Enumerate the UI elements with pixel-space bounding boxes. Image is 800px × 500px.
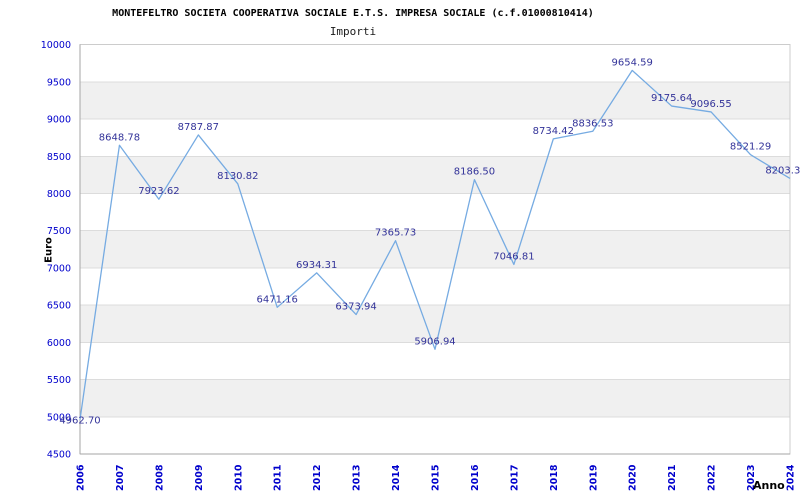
x-axis-tick-label: 2007: [115, 465, 126, 491]
grid-band: [80, 305, 790, 343]
x-axis-tick-label: 2016: [470, 464, 481, 491]
data-point-label: 8648.78: [99, 132, 140, 143]
x-axis-tick-label: 2022: [707, 465, 718, 491]
x-axis-tick-label: 2006: [76, 464, 87, 491]
x-axis-tick-label: 2013: [352, 465, 363, 491]
x-axis-title: Anno: [753, 479, 785, 492]
y-axis-tick-label: 6500: [47, 301, 71, 312]
data-point-label: 7046.81: [493, 251, 534, 262]
grid-band: [80, 156, 790, 194]
x-axis-tick-label: 2011: [273, 465, 284, 491]
x-axis-tick-label: 2017: [509, 465, 520, 491]
x-axis-tick-label: 2010: [233, 464, 244, 491]
x-axis-tick-label: 2021: [667, 465, 678, 491]
y-axis-tick-label: 9000: [47, 115, 71, 126]
y-axis-tick-label: 8000: [47, 189, 71, 200]
y-axis-tick-label: 7500: [47, 226, 71, 237]
x-axis-tick-label: 2020: [628, 464, 639, 491]
x-axis-tick-label: 2015: [431, 465, 442, 491]
y-axis-tick-label: 10000: [41, 40, 71, 51]
y-axis-tick-label: 4500: [47, 450, 71, 461]
y-axis-tick-label: 7000: [47, 263, 71, 274]
x-axis-tick-label: 2019: [588, 465, 599, 491]
y-axis-tick-label: 9500: [47, 77, 71, 88]
grid-band: [80, 230, 790, 268]
y-axis-tick-label: 5000: [47, 412, 71, 423]
data-point-label: 8130.82: [217, 171, 258, 182]
chart-title: MONTEFELTRO SOCIETA COOPERATIVA SOCIALE …: [112, 8, 594, 19]
data-point-label: 7365.73: [375, 228, 416, 239]
series-line: [79, 69, 791, 420]
data-point-label: 7923.62: [138, 186, 179, 197]
grid-band: [80, 81, 790, 120]
data-point-label: 6471.16: [257, 294, 298, 305]
data-point-label: 8734.42: [533, 126, 574, 137]
x-axis-tick-label: 2023: [746, 465, 757, 491]
data-point-label: 9175.64: [651, 93, 692, 104]
data-point-label: 8186.50: [454, 167, 495, 178]
data-point-label: 8836.53: [572, 118, 613, 129]
chart-subtitle: Importi: [329, 25, 377, 38]
y-axis-tick-label: 6000: [47, 338, 71, 349]
data-point-label: 9654.59: [612, 57, 653, 68]
data-point-label: 6934.31: [296, 260, 337, 271]
data-point-label: 5906.94: [414, 336, 455, 347]
x-axis-tick-label: 2008: [154, 464, 165, 491]
data-point-label: 8787.87: [178, 122, 219, 133]
data-point-label: 8521.29: [730, 142, 771, 153]
y-axis-tick-label: 5500: [47, 375, 71, 386]
y-axis-tick-label: 8500: [47, 152, 71, 163]
x-axis-tick-label: 2014: [391, 464, 402, 491]
data-point-label: 4962.70: [59, 416, 100, 427]
x-axis-tick-label: 2012: [312, 465, 323, 491]
x-axis-tick-label: 2018: [549, 464, 560, 491]
data-point-label: 6373.94: [335, 302, 376, 313]
x-axis-tick-label: 2024: [786, 464, 797, 491]
data-point-label: 9096.55: [690, 99, 731, 110]
y-axis-title: Euro: [43, 237, 55, 263]
data-point-label: 8203.31: [765, 165, 800, 176]
x-axis-tick-label: 2009: [194, 465, 205, 491]
grid-band: [80, 379, 790, 417]
